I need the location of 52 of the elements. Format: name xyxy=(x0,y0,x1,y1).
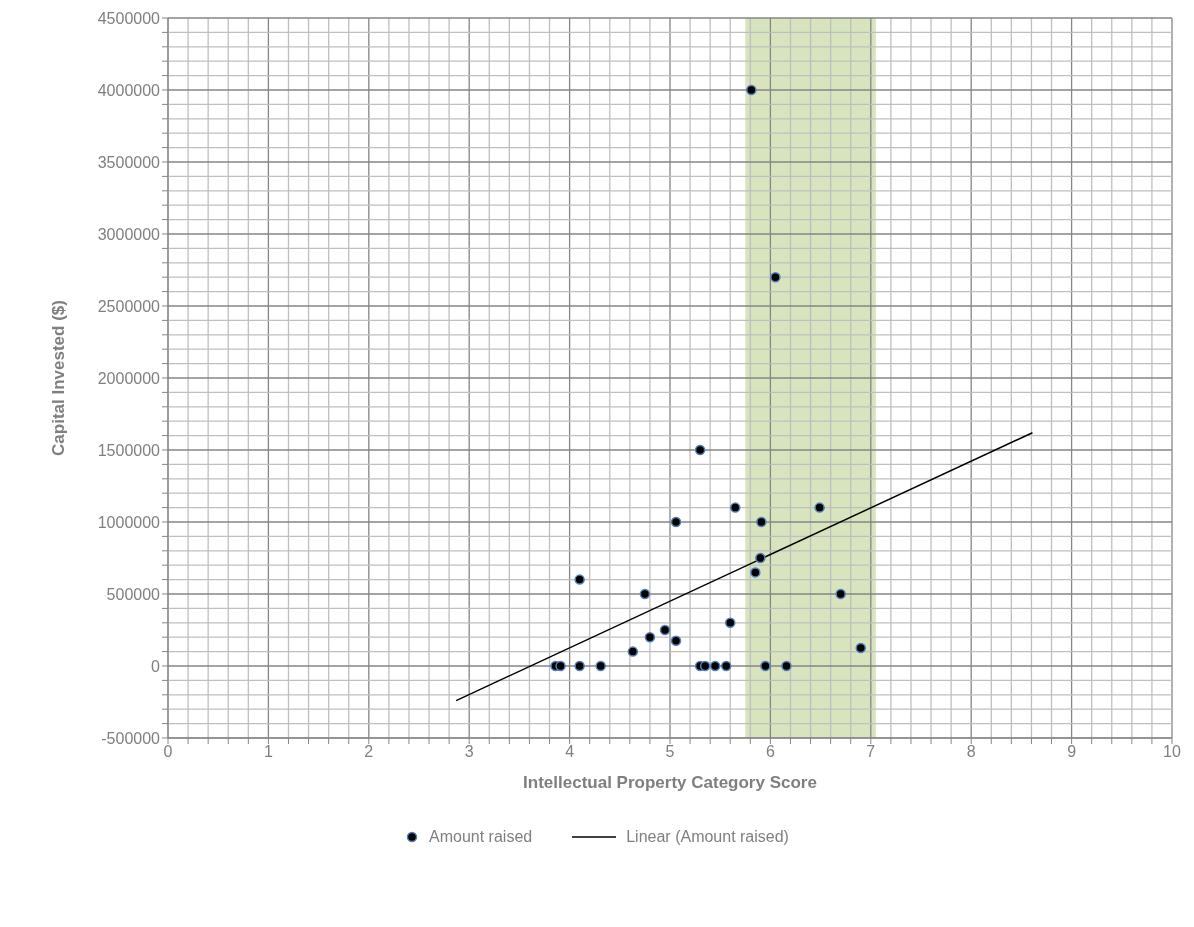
point xyxy=(670,516,682,528)
y-tick-label: 3000000 xyxy=(97,225,161,243)
point xyxy=(574,660,585,672)
point xyxy=(855,642,867,654)
point xyxy=(709,660,721,672)
point xyxy=(756,516,767,528)
x-tick-label: 8 xyxy=(966,743,976,761)
y-axis-title: Capital Invested ($) xyxy=(49,300,69,456)
point xyxy=(724,617,736,629)
point xyxy=(814,502,825,513)
point xyxy=(750,567,761,578)
y-tick-label: 3500000 xyxy=(97,153,161,171)
point xyxy=(730,502,741,513)
y-tick-label: 2500000 xyxy=(97,297,161,315)
y-tick-label: 500000 xyxy=(106,585,161,603)
x-tick-label: 9 xyxy=(1067,743,1077,761)
point xyxy=(670,635,682,647)
point xyxy=(781,660,792,672)
x-tick-label: 4 xyxy=(565,743,575,761)
y-tick-label: 4500000 xyxy=(97,9,161,27)
legend-label: Amount raised xyxy=(429,828,533,846)
legend-label: Linear (Amount raised) xyxy=(626,828,789,846)
point xyxy=(639,588,651,600)
x-axis-title: Intellectual Property Category Score xyxy=(523,773,817,792)
point xyxy=(835,588,846,600)
y-tick-label: 1500000 xyxy=(97,441,161,459)
y-tick-label: 0 xyxy=(151,657,161,675)
point xyxy=(760,660,771,672)
point xyxy=(627,646,639,657)
point xyxy=(755,552,766,564)
point xyxy=(644,631,656,643)
point xyxy=(659,624,671,636)
x-tick-label: 2 xyxy=(364,743,374,761)
x-tick-label: 5 xyxy=(665,743,675,761)
point xyxy=(699,660,711,672)
y-tick-label: 2000000 xyxy=(97,369,161,387)
x-tick-label: 3 xyxy=(464,743,474,761)
point xyxy=(770,271,781,283)
x-tick-label: 10 xyxy=(1163,743,1181,761)
y-tick-label: 1000000 xyxy=(97,513,161,531)
point xyxy=(595,660,606,672)
x-tick-label: 0 xyxy=(163,743,173,761)
x-tick-label: 6 xyxy=(765,743,775,761)
point xyxy=(555,660,566,672)
point xyxy=(720,660,732,672)
x-tick-label: 1 xyxy=(263,743,273,761)
y-tick-label: -500000 xyxy=(101,729,161,747)
y-tick-label: 4000000 xyxy=(97,81,161,99)
point xyxy=(746,84,757,96)
point xyxy=(574,574,585,585)
x-tick-label: 7 xyxy=(866,743,876,761)
point xyxy=(694,444,706,456)
